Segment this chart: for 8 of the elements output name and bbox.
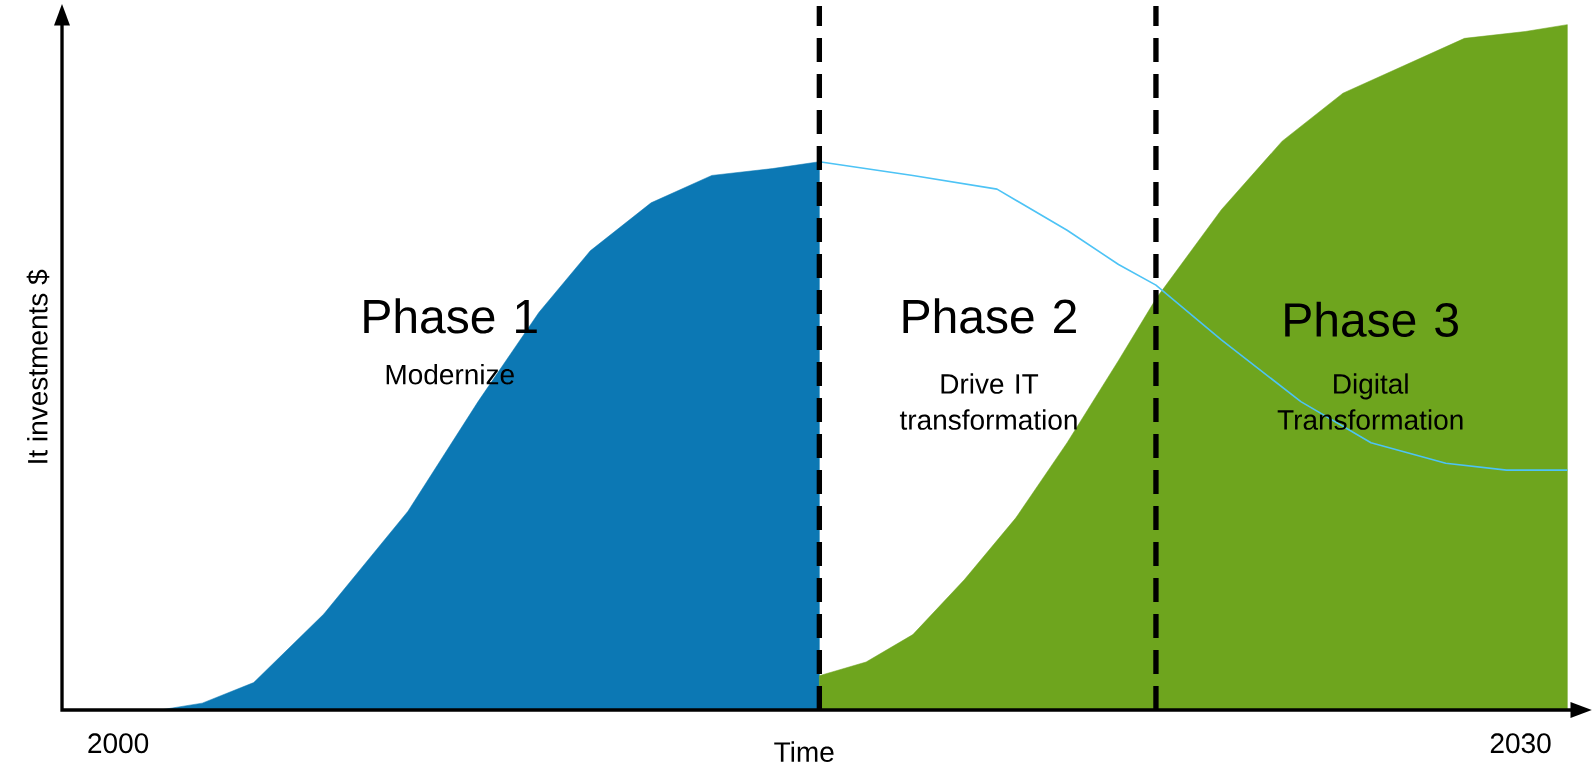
y-axis-title: It investments $: [26, 269, 50, 463]
x-tick-label: 2000: [88, 733, 149, 754]
annotation: Phase 3: [1285, 301, 1458, 337]
annotation: Drive IT transformation: [899, 373, 1077, 430]
x-axis-title: Time: [774, 741, 834, 762]
annotation: Phase 1: [364, 298, 537, 334]
annotation: Phase 2: [903, 298, 1076, 334]
x-tick-label: 2030: [1490, 733, 1551, 754]
